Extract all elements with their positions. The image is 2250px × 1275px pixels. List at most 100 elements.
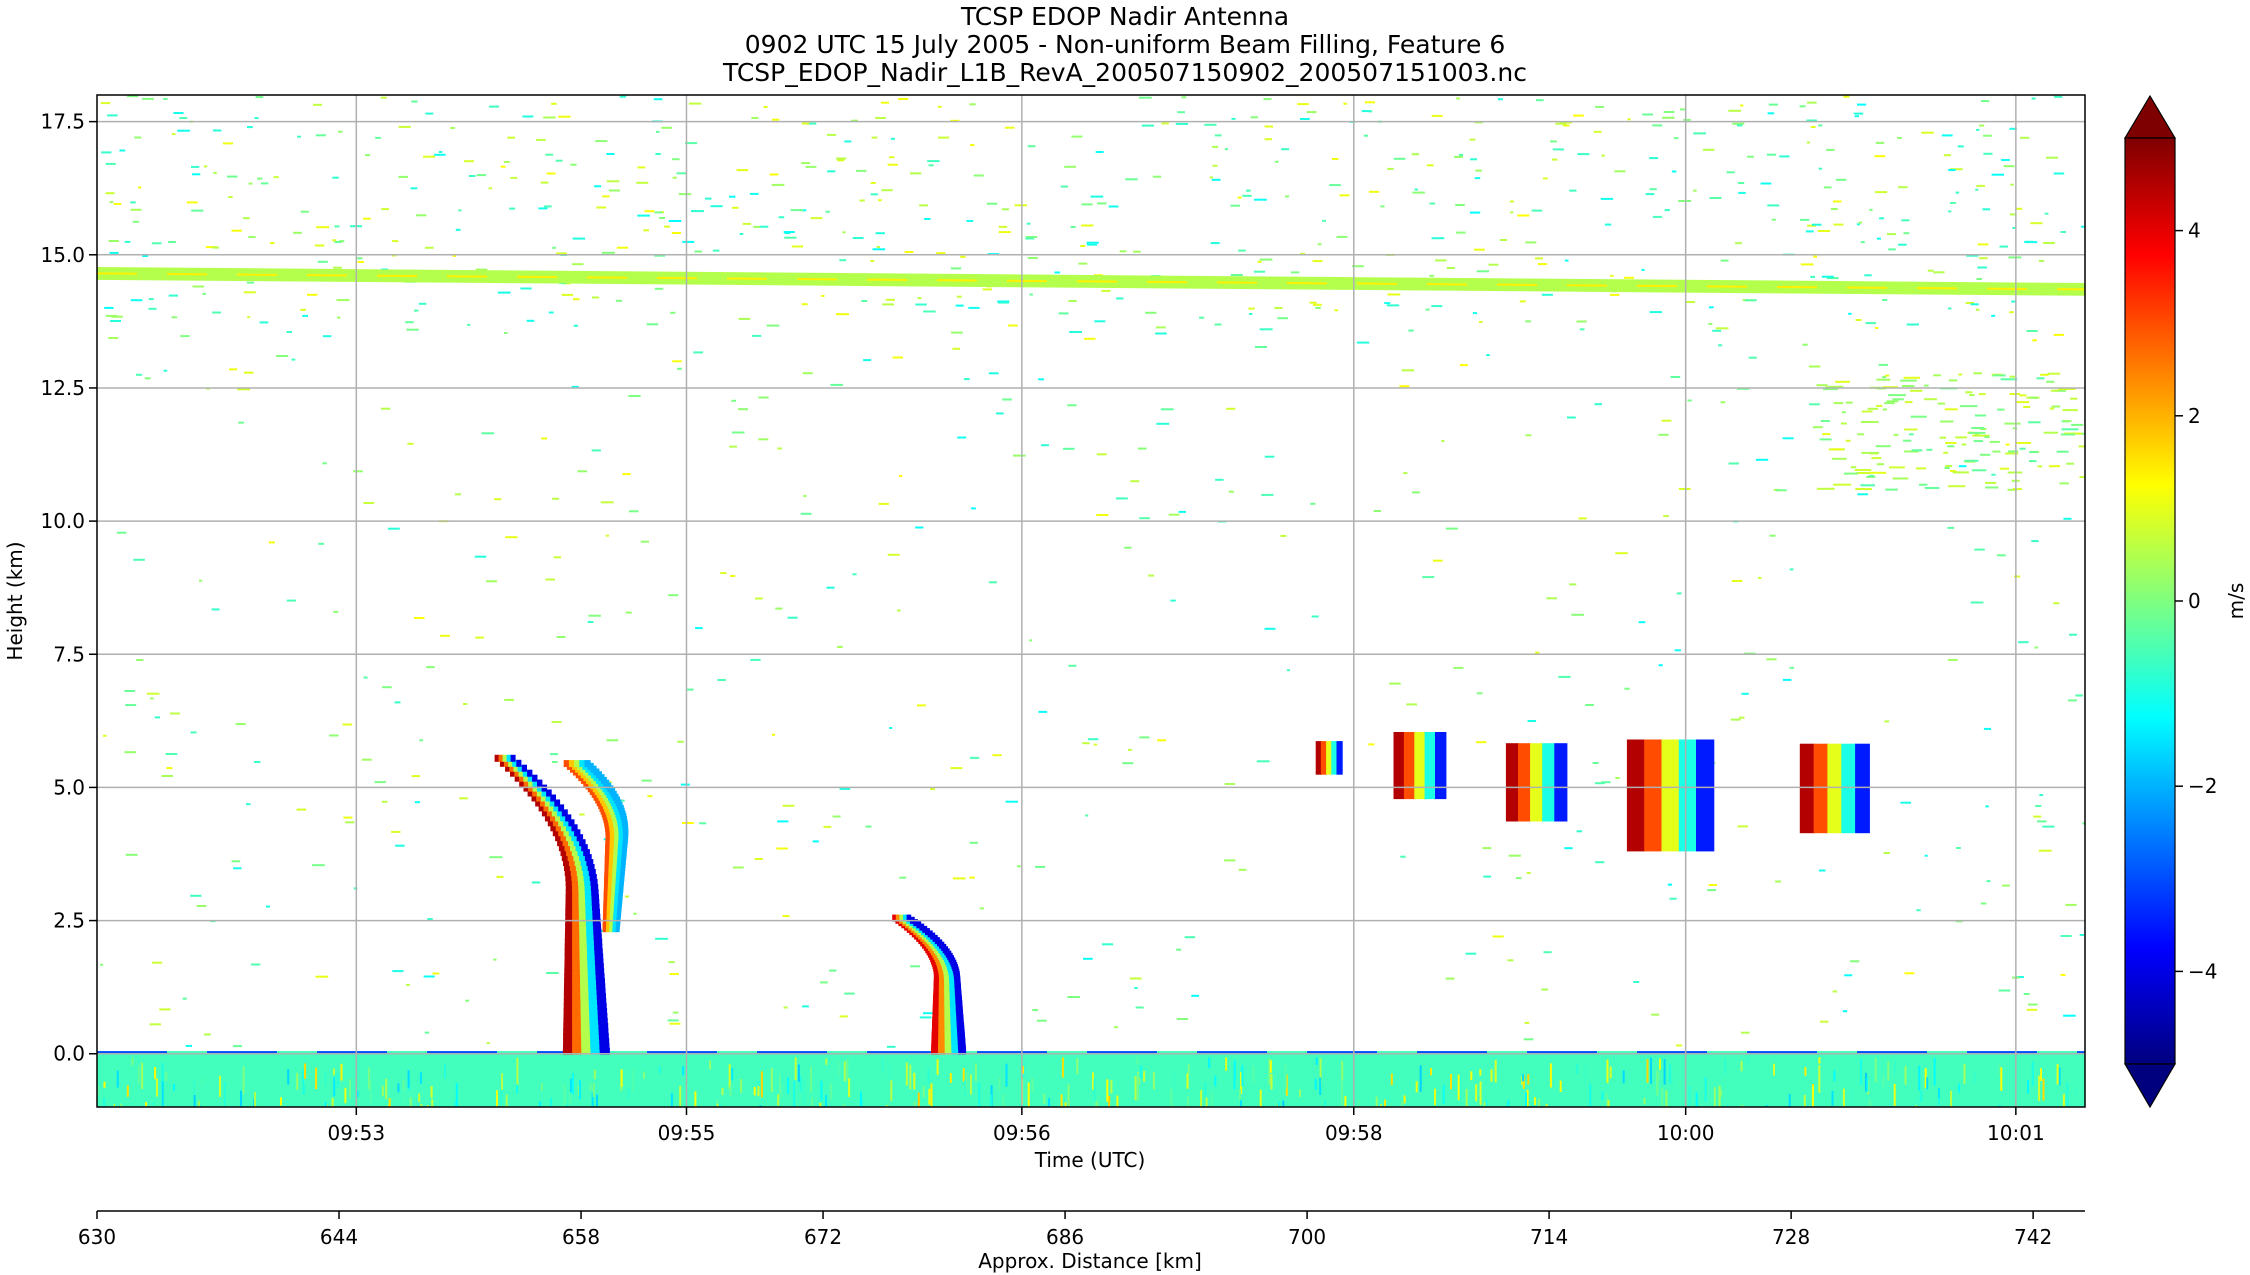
fall-streak-1 [545,794,552,802]
echo-speck [749,192,759,195]
echo-speck [110,320,121,322]
echo-speck [1664,209,1670,212]
echo-speck [1708,884,1717,886]
echo-speck [682,822,694,824]
fall-streak-1 [579,943,588,951]
echo-speck [771,733,776,736]
echo-speck [268,541,275,544]
surface-clutter [1002,1094,1005,1107]
echo-speck [297,135,301,138]
surface-clutter [198,1105,201,1107]
echo-speck [1115,497,1128,500]
echo-speck [411,775,421,778]
surface-clutter [141,1062,144,1090]
echo-speck [440,634,450,637]
surface-clutter [539,1101,542,1107]
echo-speck [1469,138,1476,141]
echo-speck [863,359,872,362]
echo-speck [135,373,142,376]
fall-streak-1 [504,759,510,767]
echo-speck [731,431,745,434]
echo-speck [159,1008,171,1011]
fall-streak-1 [562,839,570,847]
surface-clutter [1724,1059,1727,1075]
fall-streak-1 [587,958,596,966]
echo-speck [1087,738,1099,741]
y-tick-label: 0.0 [53,1042,85,1066]
fall-streak-1 [595,973,605,981]
fall-streak-1 [586,928,595,936]
echo-speck [109,251,119,254]
echo-speck [955,304,964,307]
cirrus-patches [1885,488,1898,491]
echo-speck [1184,936,1196,939]
surface-clutter [1200,1090,1203,1107]
echo-speck [699,822,707,825]
fall-streak-1 [498,754,504,762]
surface-clutter [620,1069,623,1087]
echo-speck [950,767,963,770]
echo-speck [2016,976,2024,978]
fall-streak-1 [583,849,590,857]
echo-speck [1649,311,1662,314]
fall-streak-1 [572,958,581,966]
surface-clutter [287,1069,290,1085]
surface-clutter [1136,1056,1139,1065]
echo-speck [2060,973,2066,976]
echo-speck [1160,408,1174,411]
surface-clutter [998,1077,1001,1090]
surface-clutter [728,1099,731,1107]
echo-speck [1264,138,1273,141]
fall-streak-1 [560,824,568,832]
surface-clutter [1210,1093,1213,1107]
echo-speck [1255,346,1267,348]
cirrus-patches [2037,465,2043,468]
echo-speck [821,294,825,297]
echo-speck [784,236,797,239]
fall-streak-1 [580,988,590,996]
surface-clutter [1924,1068,1927,1089]
echo-speck [1551,158,1558,161]
surface-clutter [336,1073,339,1089]
echo-speck [1741,1031,1750,1034]
echo-speck [486,1042,490,1045]
echo-speck [119,149,126,152]
cirrus-patches [1964,459,1979,462]
echo-speck [1789,666,1794,669]
fall-streak-1 [572,1013,582,1020]
echo-speck [930,788,936,791]
echo-speck [1741,692,1749,695]
fall-streak-1 [523,774,529,782]
echo-speck [317,260,328,263]
fall-streak-1 [596,988,606,996]
echo-speck [2026,1008,2038,1011]
fall-streak-1 [564,973,574,981]
surface-clutter [254,1092,256,1107]
echo-speck [771,183,785,186]
fall-streak-1 [561,809,568,817]
echo-speck [1950,202,1956,204]
echo-speck [133,220,139,223]
surface-clutter [2031,1061,2034,1087]
echo-speck [463,703,468,705]
surface-clutter [430,1086,433,1098]
echo-speck [1768,103,1778,106]
echo-speck [1883,852,1890,854]
echo-speck [1041,444,1049,447]
fall-streak-1 [572,1032,582,1040]
echo-speck [1032,1009,1039,1012]
surface-clutter [759,1105,762,1107]
surface-clutter [1061,1057,1064,1078]
echo-speck [1403,472,1408,475]
echo-speck [1552,148,1565,151]
surface-clutter [777,1094,780,1106]
surface-clutter [1720,1089,1723,1097]
fall-streak-1 [598,1017,608,1025]
fall-streak-1 [572,928,581,936]
echo-speck [712,249,720,252]
fall-streak-1 [528,779,534,787]
echo-speck [1595,105,1605,108]
echo-speck [979,907,984,910]
echo-speck [192,285,205,288]
echo-speck [1731,580,1743,582]
